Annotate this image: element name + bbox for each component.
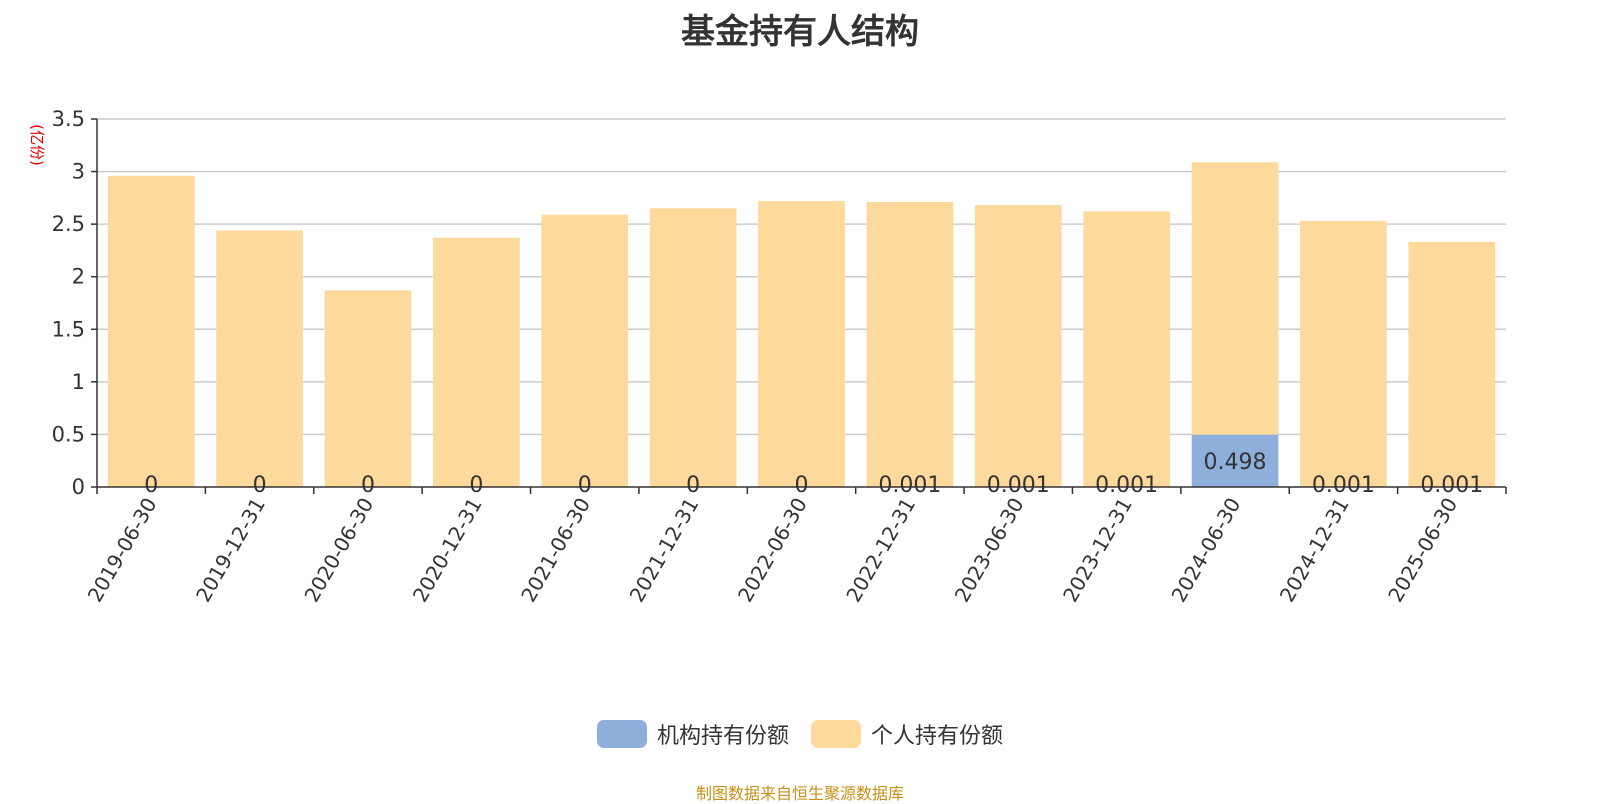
legend-swatch <box>597 720 647 748</box>
y-tick-label: 2.5 <box>52 212 85 236</box>
legend-swatch <box>811 720 861 748</box>
data-label-institutional: 0.001 <box>1420 473 1483 498</box>
source-note: 制图数据来自恒生聚源数据库 <box>0 780 1600 804</box>
x-tick-label: 2022-06-30 <box>733 494 812 607</box>
bar-individual[interactable] <box>216 230 303 487</box>
data-label-institutional: 0 <box>144 473 158 498</box>
data-label-institutional: 0.001 <box>878 473 941 498</box>
data-label-institutional: 0.001 <box>1095 473 1158 498</box>
data-label-institutional: 0.001 <box>1312 473 1375 498</box>
y-axis-unit-label: (亿份) <box>28 124 46 166</box>
bar-individual[interactable] <box>650 208 737 487</box>
data-label-institutional: 0 <box>253 473 267 498</box>
x-tick-label: 2020-12-31 <box>408 494 487 607</box>
legend-item[interactable]: 机构持有份额 <box>597 718 789 750</box>
y-tick-label: 0.5 <box>52 422 85 446</box>
bar-individual[interactable] <box>867 202 954 487</box>
data-label-institutional: 0 <box>578 473 592 498</box>
bar-individual[interactable] <box>975 205 1062 487</box>
bar-individual[interactable] <box>758 201 845 487</box>
y-tick-label: 3.5 <box>52 107 85 131</box>
y-tick-label: 3 <box>72 160 85 184</box>
x-tick-label: 2022-12-31 <box>841 494 920 607</box>
data-label-institutional: 0 <box>686 473 700 498</box>
x-tick-label: 2020-06-30 <box>299 494 378 607</box>
legend-label: 机构持有份额 <box>657 718 789 750</box>
y-tick-label: 2 <box>72 265 85 289</box>
x-tick-label: 2024-06-30 <box>1166 494 1245 607</box>
x-tick-label: 2024-12-31 <box>1275 494 1354 607</box>
bar-individual[interactable] <box>433 238 520 487</box>
bar-individual[interactable] <box>108 176 195 487</box>
data-label-institutional: 0 <box>361 473 375 498</box>
legend-label: 个人持有份额 <box>871 718 1003 750</box>
x-tick-label: 2019-12-31 <box>191 494 270 607</box>
data-label-institutional: 0 <box>795 473 809 498</box>
bar-individual[interactable] <box>541 215 628 487</box>
legend: 机构持有份额 个人持有份额 <box>0 718 1600 750</box>
bar-individual[interactable] <box>325 290 412 487</box>
y-tick-label: 0 <box>72 475 85 499</box>
x-tick-label: 2019-06-30 <box>83 494 162 607</box>
x-tick-label: 2023-06-30 <box>950 494 1029 607</box>
bar-individual[interactable] <box>1192 162 1279 434</box>
data-label-institutional: 0 <box>469 473 483 498</box>
bars <box>108 162 1495 487</box>
y-tick-label: 1 <box>72 370 85 394</box>
bar-individual[interactable] <box>1300 221 1387 487</box>
bar-individual[interactable] <box>1083 211 1170 486</box>
bar-individual[interactable] <box>1408 242 1495 487</box>
legend-item[interactable]: 个人持有份额 <box>811 718 1003 750</box>
x-tick-label: 2021-12-31 <box>625 494 704 607</box>
data-label-institutional: 0.498 <box>1204 450 1267 475</box>
data-label-institutional: 0.001 <box>987 473 1050 498</box>
x-tick-label: 2025-06-30 <box>1383 494 1462 607</box>
x-tick-label: 2023-12-31 <box>1058 494 1137 607</box>
y-tick-label: 1.5 <box>52 317 85 341</box>
x-tick-label: 2021-06-30 <box>516 494 595 607</box>
